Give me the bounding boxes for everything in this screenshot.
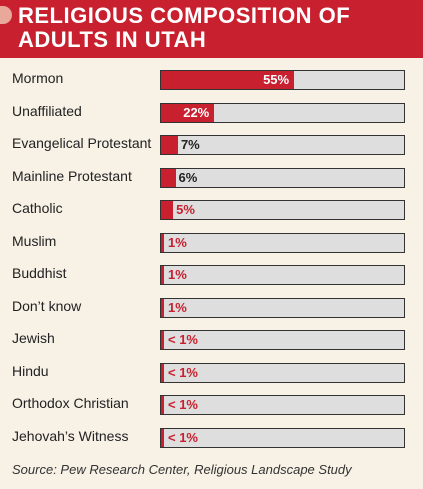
bar-row: Unaffiliated 22% (0, 99, 423, 131)
data-label: 6% (178, 169, 198, 185)
category-label: Catholic (12, 200, 63, 216)
bar (161, 298, 164, 317)
bar (161, 201, 174, 219)
bar (161, 331, 164, 349)
bar (161, 233, 164, 252)
bar-track: 1% (160, 297, 405, 318)
bar-track: 7% (160, 135, 405, 155)
bar-track: 5% (160, 200, 405, 220)
bar-row: Catholic 5% (0, 196, 423, 228)
bar (161, 396, 164, 414)
bar (161, 428, 164, 447)
category-label: Mainline Protestant (12, 167, 132, 184)
bar-row: Jehovah’s Witness < 1% (0, 424, 423, 456)
bar-row: Jewish < 1% (0, 326, 423, 358)
bar-track: < 1% (160, 362, 405, 383)
category-label: Buddhist (12, 265, 67, 281)
category-label: Hindu (12, 362, 49, 379)
category-label: Evangelical Protestant (12, 135, 152, 151)
data-label: 1% (168, 234, 187, 250)
category-label: Jewish (12, 330, 55, 346)
data-label: 22% (183, 104, 210, 120)
bar-track: 22% (160, 102, 405, 123)
bar-track: < 1% (160, 427, 405, 448)
bar-row: Buddhist 1% (0, 261, 423, 293)
chart-title: RELIGIOUS COMPOSITION OF ADULTS IN UTAH (18, 3, 351, 52)
bar-row: Mainline Protestant 6% (0, 164, 423, 196)
bar-row: Muslim 1% (0, 229, 423, 261)
data-label: < 1% (168, 397, 198, 412)
source-note: Source: Pew Research Center, Religious L… (12, 462, 352, 477)
bar-track: 1% (160, 232, 405, 253)
bar-track: 55% (160, 70, 405, 90)
header-tab-decoration (0, 6, 12, 24)
chart-header: RELIGIOUS COMPOSITION OF ADULTS IN UTAH (0, 0, 423, 58)
bar (161, 71, 295, 89)
bar-row: Don’t know 1% (0, 294, 423, 326)
data-label: < 1% (168, 332, 198, 347)
bar-track: 6% (160, 167, 405, 188)
bar (161, 103, 215, 122)
category-label: Unaffiliated (12, 102, 82, 119)
bar-row: Hindu < 1% (0, 359, 423, 391)
bar-track: < 1% (160, 330, 405, 350)
data-label: 7% (180, 137, 200, 152)
category-label: Don’t know (12, 297, 82, 314)
category-label: Mormon (12, 70, 64, 86)
data-label: < 1% (168, 429, 198, 445)
bar-row: Evangelical Protestant 7% (0, 131, 423, 163)
data-label: 1% (168, 267, 187, 282)
bar-row: Mormon 55% (0, 66, 423, 98)
bar (161, 136, 178, 154)
bar (161, 266, 164, 284)
data-label: < 1% (168, 364, 198, 380)
data-label: 5% (176, 202, 195, 217)
category-label: Orthodox Christian (12, 395, 129, 411)
bar (161, 363, 164, 382)
bar-track: < 1% (160, 395, 405, 415)
category-label: Jehovah’s Witness (12, 427, 129, 444)
category-label: Muslim (12, 232, 57, 249)
bar-track: 1% (160, 265, 405, 285)
bar-row: Orthodox Christian < 1% (0, 391, 423, 423)
bar (161, 168, 176, 187)
data-label: 55% (263, 72, 290, 87)
data-label: 1% (168, 299, 187, 315)
